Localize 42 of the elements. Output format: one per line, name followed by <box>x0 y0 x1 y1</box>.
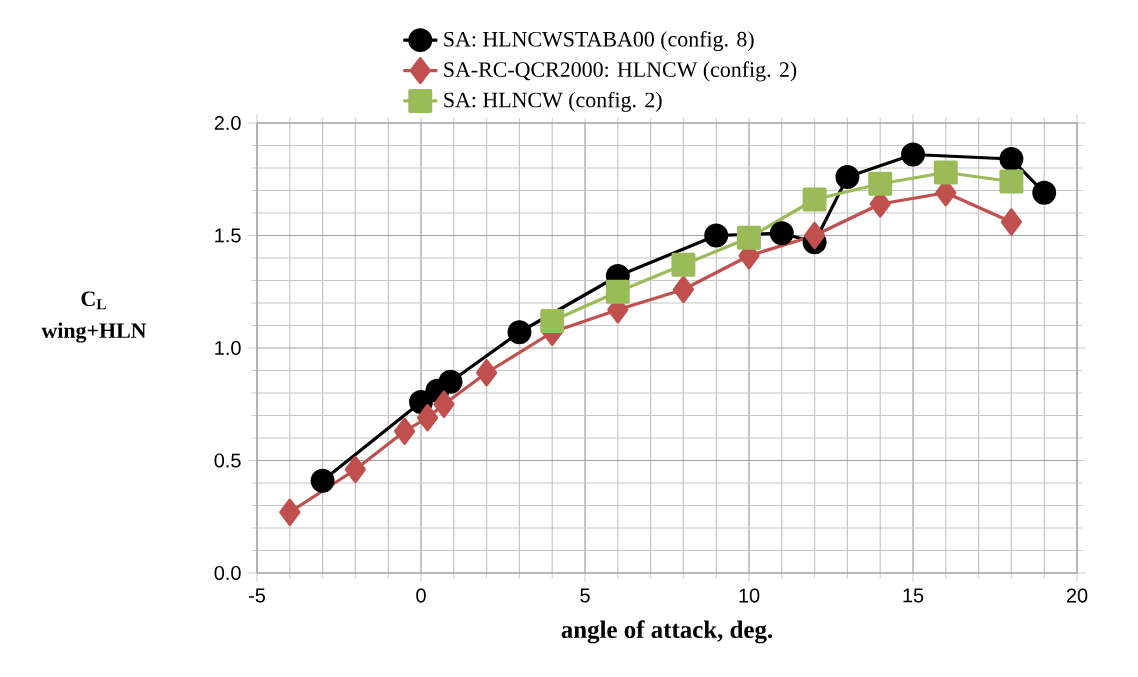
legend-label: SA-RC-QCR2000: HLNCW (config. 2) <box>444 61 797 82</box>
point <box>933 160 958 185</box>
point <box>1000 208 1022 236</box>
x-tick-label: -5 <box>249 588 266 603</box>
y-axis-title: C$_{L}$ wing+HLN <box>41 291 147 343</box>
point <box>438 369 463 394</box>
x-tick-label: 20 <box>1066 588 1088 603</box>
point <box>540 309 565 333</box>
point <box>804 221 826 250</box>
x-axis-title: angle of attack, deg. <box>561 620 773 644</box>
point <box>802 187 827 212</box>
y-tick-label: 1.5 <box>215 228 241 243</box>
point <box>868 171 893 196</box>
point <box>433 390 455 418</box>
y-tick-label: 1.0 <box>215 340 241 356</box>
point <box>672 275 694 304</box>
point <box>394 417 416 445</box>
point <box>416 404 439 432</box>
x-tick-label: 15 <box>903 588 924 603</box>
point <box>671 252 696 277</box>
point <box>999 169 1024 194</box>
point <box>344 455 366 484</box>
legend-label: SA: HLNCWSTABA00 (config. 8) <box>444 30 754 52</box>
point <box>737 225 761 250</box>
point <box>704 223 729 248</box>
y-tick-label: 0.0 <box>214 565 241 581</box>
x-tick-label: 5 <box>580 588 590 603</box>
point <box>507 320 532 345</box>
y-tick-label: 0.5 <box>214 453 241 468</box>
x-tick-label: 10 <box>739 588 760 603</box>
point <box>999 147 1024 171</box>
point <box>835 165 860 189</box>
point <box>476 359 498 387</box>
y-tick-label: 2.0 <box>214 115 241 131</box>
point <box>605 279 630 304</box>
x-tick-label: 0 <box>416 588 426 603</box>
point <box>1032 180 1057 205</box>
point <box>279 498 301 526</box>
point <box>769 221 794 246</box>
point <box>310 468 335 493</box>
point <box>901 142 925 167</box>
legend-label: SA: HLNCW (config. 2) <box>444 91 662 112</box>
